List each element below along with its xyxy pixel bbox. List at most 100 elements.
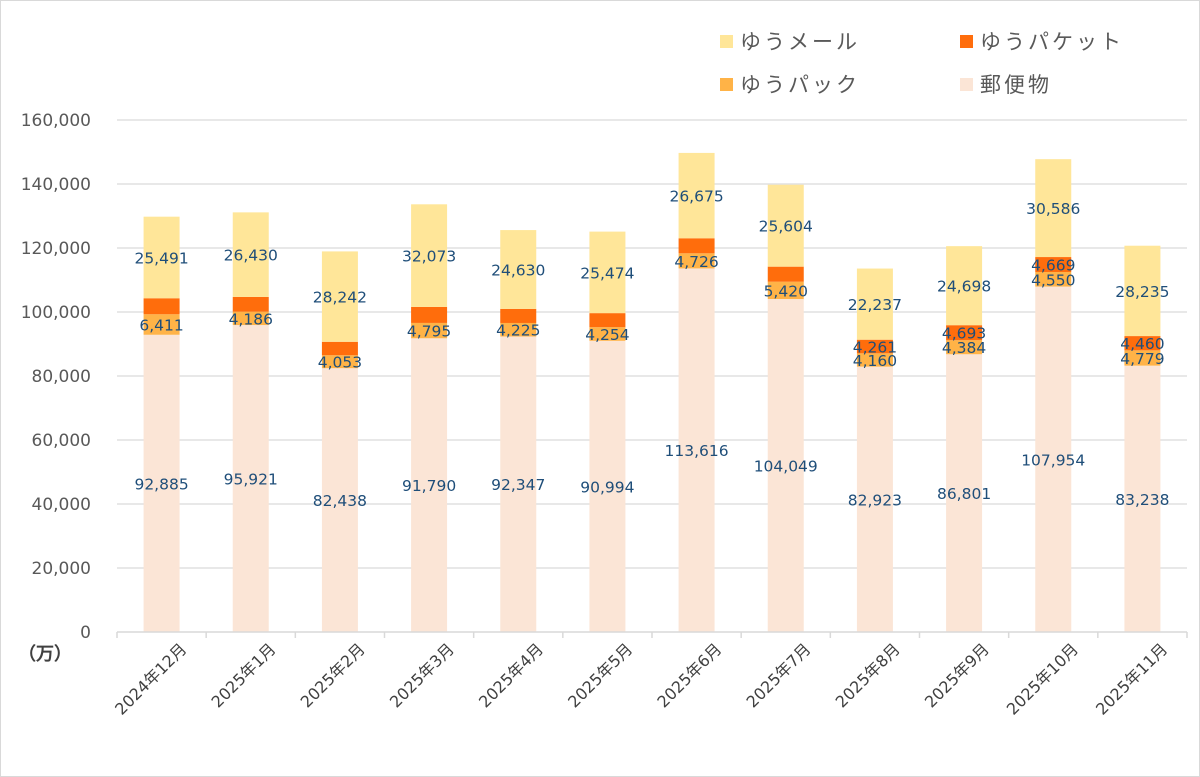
legend-item[interactable]: ゆうメール — [720, 30, 860, 54]
y-tick-label: 120,000 — [21, 239, 91, 259]
data-label: 4,384 — [942, 339, 986, 357]
legend-item[interactable]: 郵便物 — [960, 73, 1052, 97]
gridlines — [117, 119, 1187, 569]
legend-item[interactable]: ゆうパケット — [960, 30, 1124, 54]
bar-segment — [321, 355, 358, 369]
data-label: 92,347 — [491, 476, 545, 494]
data-label: 86,801 — [937, 485, 991, 503]
data-label: 25,604 — [759, 218, 813, 236]
y-tick-label: 60,000 — [32, 431, 91, 451]
bar-segment — [1035, 271, 1072, 287]
bar-segment — [1035, 286, 1072, 632]
x-tick-label: 2025年6月 — [653, 639, 725, 711]
legend-item[interactable]: ゆうパック — [720, 73, 860, 97]
y-axis-ticks: 0 20,000 40,000 60,000 80,000 100,000 120,000 1… — [21, 111, 91, 643]
data-label: 28,235 — [1115, 283, 1169, 301]
bar-segment — [143, 314, 180, 335]
x-tick-label: 2025年7月 — [743, 639, 815, 711]
bar-segment — [589, 327, 626, 341]
bar-segment — [678, 253, 715, 269]
data-label: 4,460 — [1120, 335, 1164, 353]
bar-segment — [1124, 350, 1161, 366]
data-label: 22,237 — [848, 296, 902, 314]
legend-label: ゆうパケット — [980, 30, 1124, 54]
legend-swatch — [960, 78, 973, 91]
data-label: 4,550 — [1031, 271, 1075, 289]
data-label: 104,049 — [754, 458, 818, 476]
data-label: 83,238 — [1115, 491, 1169, 509]
bar-segment — [232, 296, 269, 312]
x-tick-label: 2025年9月 — [921, 639, 993, 711]
bar-segment — [678, 152, 715, 239]
data-label: 6,411 — [139, 317, 183, 335]
data-label: 4,186 — [229, 310, 273, 328]
data-label: 26,430 — [224, 247, 278, 265]
data-labels: 92,885 95,921 82,438 91,790 92,347 90,994 113,… — [134, 188, 1169, 511]
bar-segment — [411, 306, 448, 323]
bar-segment — [767, 184, 804, 267]
data-label: 90,994 — [580, 478, 634, 496]
bar-segment — [1124, 365, 1161, 632]
legend-label: 郵便物 — [980, 73, 1052, 97]
bar-segment — [411, 322, 448, 339]
bar-segment — [946, 340, 983, 355]
bar-segment — [321, 251, 358, 342]
legend-swatch — [960, 35, 973, 48]
bar-segment — [500, 336, 537, 632]
bar-segment — [1124, 336, 1161, 351]
x-axis: 2024年12月 2025年1月 2025年2月 2025年3月 2025年4月 2025… — [111, 631, 1188, 719]
bar-segment — [1124, 245, 1161, 337]
data-label: 82,923 — [848, 491, 902, 509]
data-label: 4,225 — [496, 322, 540, 340]
bar-segment — [678, 268, 715, 632]
y-tick-label: 20,000 — [32, 559, 91, 579]
bar-segment — [232, 325, 269, 632]
bars — [143, 152, 1161, 632]
x-tick-label: 2025年2月 — [297, 639, 369, 711]
bar-segment — [232, 311, 269, 326]
bar-segment — [232, 212, 269, 297]
data-label: 4,779 — [1120, 350, 1164, 368]
data-label: 5,420 — [764, 282, 808, 300]
x-tick-label: 2025年1月 — [208, 639, 280, 711]
bar-segment — [321, 341, 358, 356]
bar-segment — [767, 281, 804, 300]
data-label: 113,616 — [665, 442, 729, 460]
bar-segment — [411, 204, 448, 307]
bar-segment — [321, 368, 358, 632]
bar-segment — [767, 266, 804, 282]
bar-segment — [856, 353, 893, 367]
bar-segment — [589, 231, 626, 314]
bar-segment — [143, 216, 180, 299]
unit-label: （万） — [18, 644, 72, 665]
y-tick-label: 100,000 — [21, 303, 91, 323]
bar-segment — [946, 325, 983, 341]
bar-segment — [856, 366, 893, 632]
y-tick-label: 40,000 — [32, 495, 91, 515]
legend-swatch — [720, 78, 733, 91]
x-tick-label: 2025年3月 — [386, 639, 458, 711]
x-tick-label: 2024年12月 — [111, 639, 190, 718]
y-tick-label: 80,000 — [32, 367, 91, 387]
y-tick-label: 160,000 — [21, 111, 91, 131]
bar-segment — [500, 322, 537, 337]
data-label: 4,254 — [585, 326, 629, 344]
data-label: 95,921 — [224, 471, 278, 489]
data-label: 91,790 — [402, 477, 456, 495]
data-label: 4,795 — [407, 323, 451, 341]
data-label: 24,630 — [491, 261, 545, 279]
x-tick-label: 2025年11月 — [1092, 639, 1171, 718]
x-tick-label: 2025年4月 — [475, 639, 547, 711]
bar-segment — [1035, 159, 1072, 258]
data-label: 4,726 — [674, 253, 718, 271]
data-label: 4,261 — [853, 339, 897, 357]
y-tick-label: 140,000 — [21, 175, 91, 195]
bar-segment — [500, 308, 537, 323]
bar-segment — [589, 313, 626, 328]
bar-segment — [856, 268, 893, 340]
data-label: 4,669 — [1031, 257, 1075, 275]
data-label: 4,693 — [942, 325, 986, 343]
bar-segment — [678, 238, 715, 254]
